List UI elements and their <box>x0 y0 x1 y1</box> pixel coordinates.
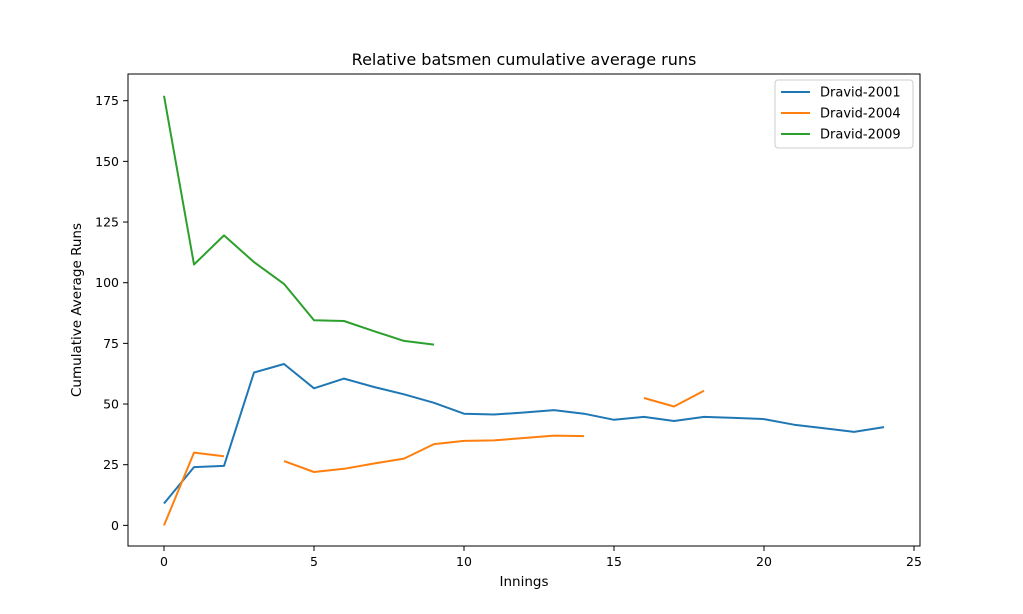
legend-label: Dravid-2004 <box>820 107 901 122</box>
y-tick-label: 50 <box>103 397 119 412</box>
x-tick-label: 15 <box>606 554 622 569</box>
x-tick-label: 25 <box>906 554 922 569</box>
series-line-dravid-2001 <box>163 363 885 505</box>
series-lines <box>163 95 885 526</box>
y-tick-label: 0 <box>111 518 119 533</box>
y-tick-label: 75 <box>103 336 119 351</box>
legend: Dravid-2001 Dravid-2004 Dravid-2009 <box>774 79 914 149</box>
y-tick-label: 125 <box>95 215 119 230</box>
x-tick-label: 0 <box>160 554 168 569</box>
legend-label: Dravid-2001 <box>820 86 901 101</box>
y-tick-label: 25 <box>103 457 119 472</box>
x-axis: 0 5 10 15 20 25 <box>160 546 922 569</box>
x-tick-label: 10 <box>456 554 472 569</box>
x-tick-label: 5 <box>310 554 318 569</box>
x-axis-label: Innings <box>499 574 548 590</box>
legend-label: Dravid-2009 <box>820 128 901 143</box>
y-axis: 0 25 50 75 100 125 150 175 <box>95 93 128 533</box>
series-line-dravid-2004 <box>163 389 705 526</box>
y-tick-label: 175 <box>95 93 119 108</box>
y-axis-label: Cumulative Average Runs <box>69 223 85 397</box>
x-tick-label: 20 <box>756 554 772 569</box>
series-line-dravid-2009 <box>163 95 435 346</box>
plot-area <box>127 73 921 547</box>
chart-title: Relative batsmen cumulative average runs <box>352 50 697 69</box>
y-tick-label: 100 <box>95 275 119 290</box>
y-tick-label: 150 <box>95 154 119 169</box>
legend-box <box>774 79 914 149</box>
